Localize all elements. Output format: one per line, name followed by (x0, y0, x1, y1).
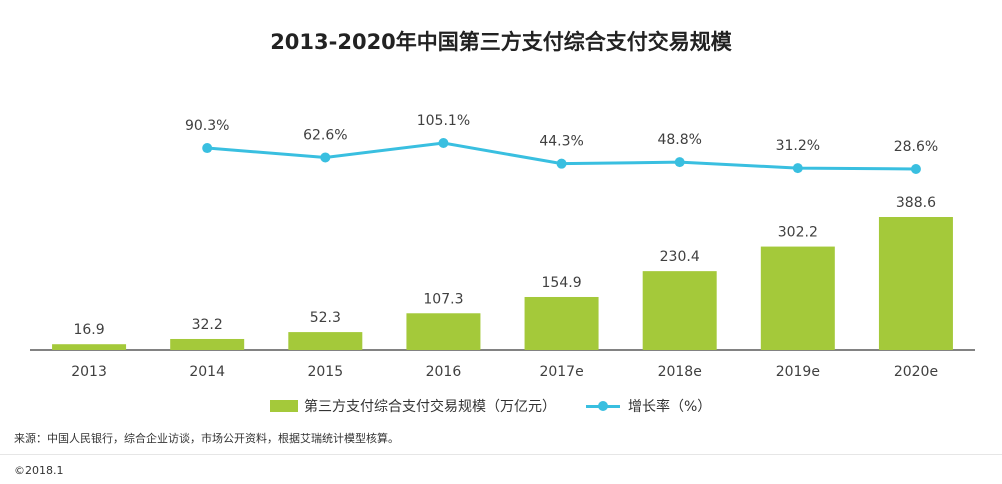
bar-value-label: 154.9 (542, 275, 582, 291)
chart-title: 2013-2020年中国第三方支付综合支付交易规模 (270, 30, 732, 54)
growth-rate-label: 44.3% (539, 134, 583, 150)
bar-value-label: 107.3 (423, 291, 463, 307)
x-tick-label: 2018e (658, 364, 702, 380)
growth-rate-label: 105.1% (417, 113, 470, 129)
bar (878, 217, 953, 350)
copyright: ©2018.1 (14, 464, 64, 477)
growth-rate-label: 62.6% (303, 127, 347, 143)
legend-line-swatch (586, 401, 620, 411)
bar (52, 344, 127, 350)
bar (288, 332, 363, 350)
bar (170, 338, 245, 350)
footer-divider (0, 454, 1002, 455)
legend-bar-swatch (270, 400, 298, 412)
legend-line-label: 增长率（%） (628, 399, 712, 415)
x-tick-label: 2019e (776, 364, 820, 380)
legend-line-marker (598, 401, 608, 411)
growth-rate-point (320, 152, 331, 163)
legend: 第三方支付综合支付交易规模（万亿元） 增长率（%） (270, 396, 711, 416)
bar-value-label: 302.2 (778, 225, 818, 241)
bar-value-label: 230.4 (660, 249, 700, 265)
bar-value-label: 32.2 (192, 317, 223, 333)
x-tick-label: 2014 (189, 364, 225, 380)
bar-value-label: 52.3 (310, 310, 341, 326)
growth-rate-label: 31.2% (776, 138, 820, 154)
growth-rate-point (556, 158, 567, 169)
source-note: 来源：中国人民银行，综合企业访谈，市场公开资料，根据艾瑞统计模型核算。 (14, 432, 399, 445)
bar (760, 246, 835, 350)
growth-rate-point (910, 164, 921, 174)
x-tick-label: 2013 (71, 364, 107, 380)
legend-bar-label: 第三方支付综合支付交易规模（万亿元） (304, 399, 556, 415)
growth-rate-label: 90.3% (185, 118, 229, 134)
growth-rate-point (202, 143, 213, 154)
bar-value-label: 16.9 (73, 322, 104, 338)
bar-value-label: 388.6 (896, 195, 936, 211)
growth-rate-point (438, 138, 449, 148)
x-tick-label: 2015 (307, 364, 343, 380)
bar (524, 296, 599, 350)
x-tick-label: 2020e (894, 364, 938, 380)
growth-rate-point (674, 157, 685, 168)
growth-rate-label: 48.8% (657, 132, 701, 148)
growth-rate-label: 28.6% (894, 139, 938, 155)
bar (406, 313, 481, 350)
bar (642, 271, 717, 350)
x-tick-label: 2016 (426, 364, 462, 380)
growth-rate-point (792, 163, 803, 174)
x-tick-label: 2017e (539, 364, 583, 380)
